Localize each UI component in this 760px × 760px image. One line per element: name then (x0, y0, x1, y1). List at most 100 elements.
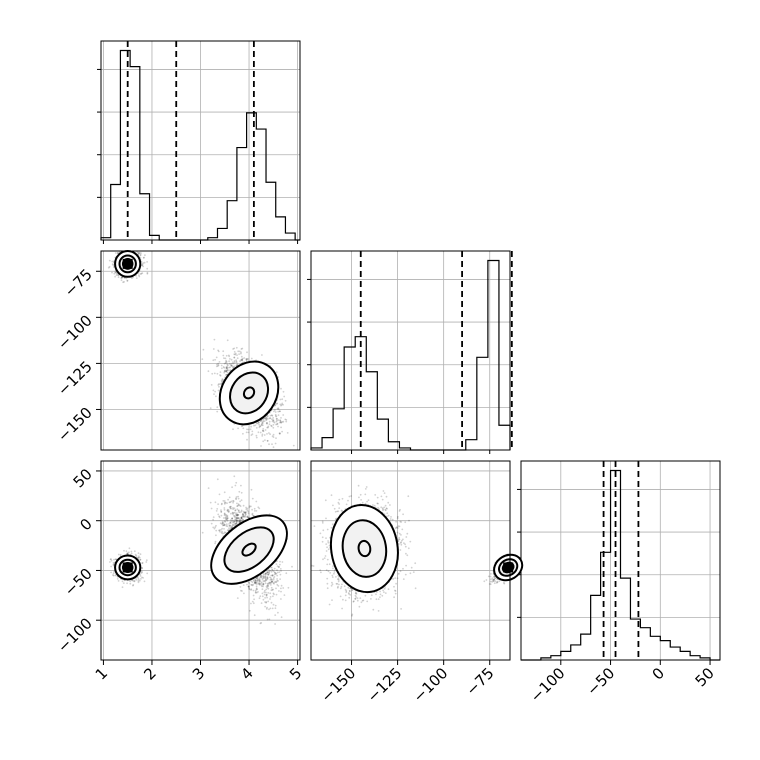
sample-point (255, 427, 258, 429)
sample-point (238, 350, 241, 353)
sample-point (260, 622, 263, 624)
sample-point (218, 385, 220, 388)
sample-point (143, 256, 145, 259)
sample-point (280, 426, 282, 429)
sample-point (251, 600, 254, 603)
sample-point (254, 424, 257, 427)
sample-point (225, 523, 228, 526)
sample-point (126, 582, 128, 585)
sample-point (279, 398, 282, 401)
sample-point (138, 275, 141, 278)
sample-point (228, 369, 230, 372)
sample-point (217, 362, 220, 365)
sample-point (272, 426, 275, 429)
sample-point (275, 420, 278, 423)
sample-point (108, 265, 111, 268)
sample-point (284, 399, 287, 402)
sample-point (282, 414, 285, 416)
sample-point (265, 591, 267, 594)
sample-point (280, 570, 282, 572)
sample-point (272, 603, 275, 606)
sample-point (280, 403, 283, 406)
sample-point (121, 276, 123, 279)
sample-point (281, 402, 284, 405)
hist-panel-2 (307, 250, 513, 451)
sample-point (135, 277, 138, 279)
sample-point (275, 423, 277, 426)
sample-point (250, 357, 253, 360)
sample-point (267, 600, 270, 603)
sample-point (276, 419, 278, 422)
sample-point (268, 443, 270, 446)
sample-point (214, 358, 217, 361)
sample-point (258, 426, 261, 429)
sample-point (215, 395, 217, 398)
sample-point (271, 443, 273, 446)
sample-point (269, 417, 271, 419)
sample-point (215, 356, 218, 359)
scatter-panel-1-3 (100, 460, 301, 661)
sample-point (217, 389, 220, 392)
sample-point (139, 254, 142, 257)
sample-point (277, 419, 280, 421)
sample-point (122, 582, 125, 584)
sample-point (230, 358, 233, 361)
sample-point (255, 434, 258, 437)
sample-point (225, 370, 228, 373)
sample-point (107, 266, 110, 269)
sample-point (253, 598, 256, 601)
sample-point (246, 438, 248, 441)
sample-point (240, 348, 243, 350)
sample-point (129, 580, 132, 583)
sample-point (217, 503, 220, 505)
sample-point (216, 508, 219, 510)
sample-point (266, 433, 268, 435)
sample-point (137, 552, 140, 555)
sample-point (138, 579, 141, 582)
sample-point (264, 582, 267, 585)
sample-point (108, 259, 111, 262)
sample-point (220, 364, 223, 367)
sample-point (219, 371, 222, 373)
sample-point (116, 272, 118, 275)
sample-point (230, 365, 233, 367)
sample-point (271, 420, 274, 423)
sample-point (242, 432, 244, 435)
sample-point (201, 358, 204, 360)
sample-point (222, 354, 225, 357)
contour-middle (118, 254, 137, 274)
sample-point (132, 276, 134, 279)
sample-point (239, 511, 241, 514)
sample-point (280, 587, 282, 590)
sample-point (110, 558, 112, 560)
sample-point (262, 430, 265, 433)
sample-point (262, 428, 265, 430)
sample-point (223, 357, 225, 359)
sample-point (236, 357, 239, 360)
sample-point (117, 580, 120, 582)
sample-point (214, 542, 217, 545)
sample-point (233, 351, 236, 353)
sample-point (273, 421, 276, 424)
sample-point (109, 561, 111, 563)
sample-point (137, 251, 140, 254)
sample-point (269, 584, 272, 586)
sample-point (111, 271, 113, 274)
sample-point (146, 572, 149, 575)
sample-point (270, 425, 273, 428)
sample-point (120, 277, 123, 279)
sample-point (271, 607, 274, 610)
histogram-step (521, 469, 720, 661)
sample-point (233, 365, 236, 368)
sample-point (257, 422, 260, 424)
sample-point (238, 353, 241, 355)
sample-point (140, 572, 143, 574)
sample-point (121, 276, 124, 279)
sample-point (143, 261, 146, 264)
sample-point (223, 491, 226, 494)
sample-point (274, 411, 277, 413)
sample-point (131, 277, 133, 280)
sample-point (261, 354, 263, 356)
sample-point (268, 423, 271, 426)
sample-point (264, 429, 267, 431)
